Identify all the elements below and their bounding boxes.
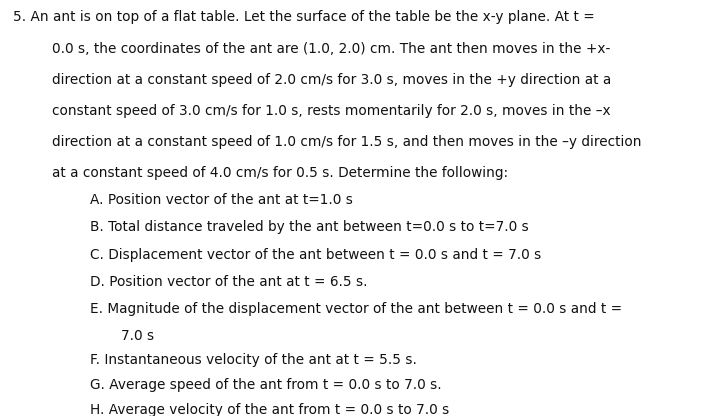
- Text: 5. An ant is on top of a flat table. Let the surface of the table be the x-y pla: 5. An ant is on top of a flat table. Let…: [13, 10, 595, 25]
- Text: H. Average velocity of the ant from t = 0.0 s to 7.0 s: H. Average velocity of the ant from t = …: [90, 403, 449, 416]
- Text: B. Total distance traveled by the ant between t=0.0 s to t=7.0 s: B. Total distance traveled by the ant be…: [90, 220, 528, 235]
- Text: direction at a constant speed of 2.0 cm/s for 3.0 s, moves in the +y direction a: direction at a constant speed of 2.0 cm/…: [52, 73, 611, 87]
- Text: direction at a constant speed of 1.0 cm/s for 1.5 s, and then moves in the –y di: direction at a constant speed of 1.0 cm/…: [52, 135, 641, 149]
- Text: constant speed of 3.0 cm/s for 1.0 s, rests momentarily for 2.0 s, moves in the : constant speed of 3.0 cm/s for 1.0 s, re…: [52, 104, 610, 118]
- Text: F. Instantaneous velocity of the ant at t = 5.5 s.: F. Instantaneous velocity of the ant at …: [90, 353, 416, 367]
- Text: 0.0 s, the coordinates of the ant are (1.0, 2.0) cm. The ant then moves in the +: 0.0 s, the coordinates of the ant are (1…: [52, 42, 610, 56]
- Text: G. Average speed of the ant from t = 0.0 s to 7.0 s.: G. Average speed of the ant from t = 0.0…: [90, 378, 442, 392]
- Text: at a constant speed of 4.0 cm/s for 0.5 s. Determine the following:: at a constant speed of 4.0 cm/s for 0.5 …: [52, 166, 508, 181]
- Text: C. Displacement vector of the ant between t = 0.0 s and t = 7.0 s: C. Displacement vector of the ant betwee…: [90, 248, 541, 262]
- Text: E. Magnitude of the displacement vector of the ant between t = 0.0 s and t =: E. Magnitude of the displacement vector …: [90, 302, 622, 316]
- Text: A. Position vector of the ant at t=1.0 s: A. Position vector of the ant at t=1.0 s: [90, 193, 353, 208]
- Text: 7.0 s: 7.0 s: [121, 329, 154, 343]
- Text: D. Position vector of the ant at t = 6.5 s.: D. Position vector of the ant at t = 6.5…: [90, 275, 367, 289]
